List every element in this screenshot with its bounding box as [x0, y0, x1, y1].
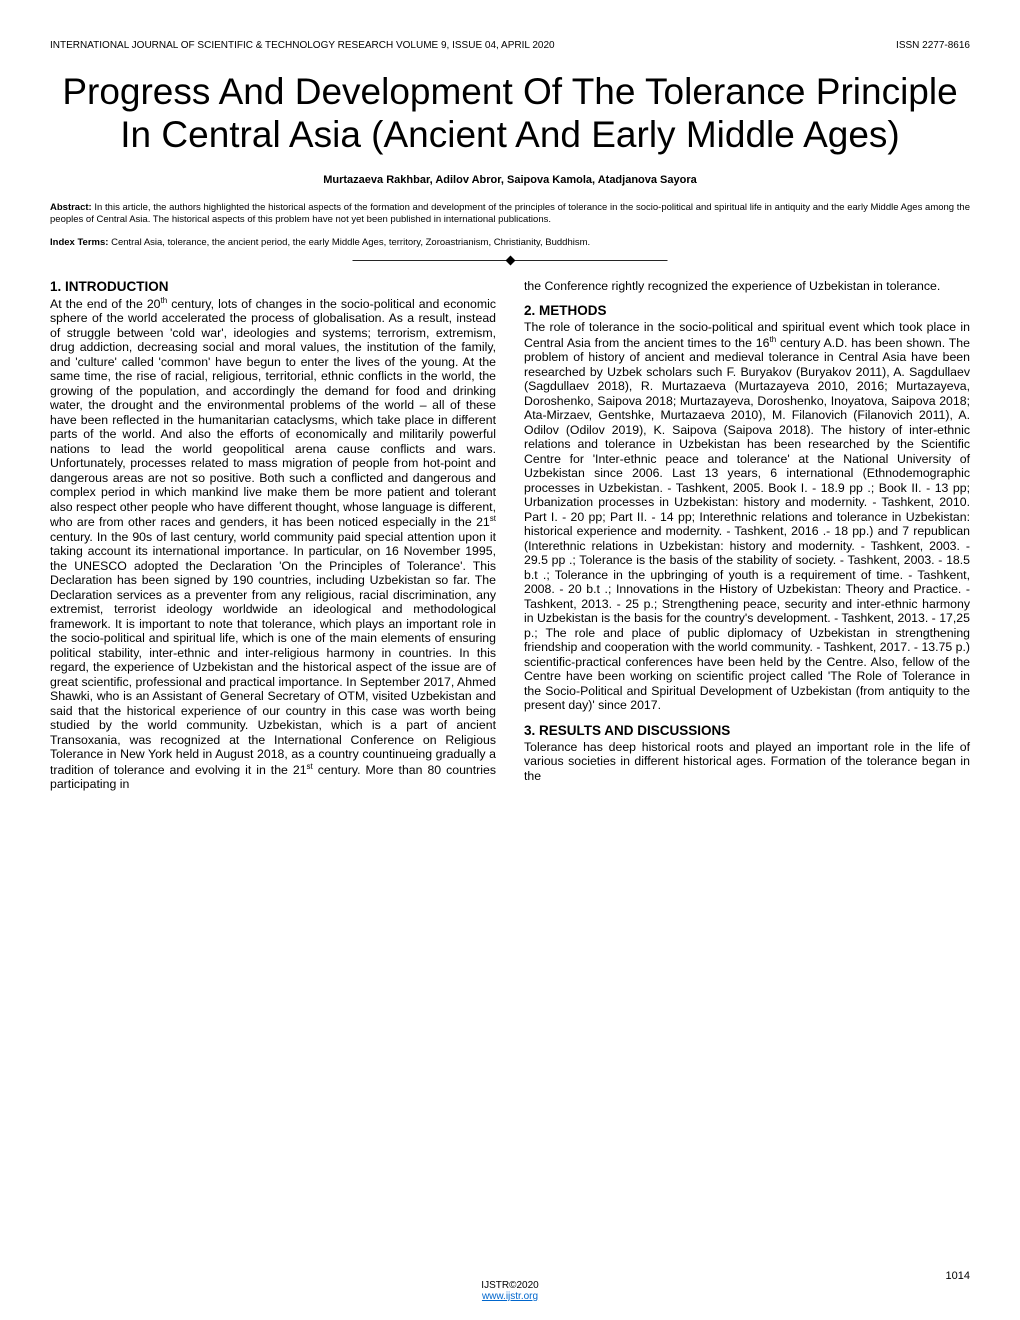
two-column-layout: 1. INTRODUCTION At the end of the 20th c…	[50, 279, 970, 792]
authors-list: Murtazaeva Rakhbar, Adilov Abror, Saipov…	[50, 174, 970, 186]
issn-info: ISSN 2277-8616	[896, 40, 970, 51]
introduction-heading: 1. INTRODUCTION	[50, 279, 496, 295]
left-column: 1. INTRODUCTION At the end of the 20th c…	[50, 279, 496, 792]
footer-link[interactable]: www.ijstr.org	[482, 1291, 538, 1302]
methods-body: The role of tolerance in the socio-polit…	[524, 320, 970, 713]
results-body: Tolerance has deep historical roots and …	[524, 740, 970, 784]
introduction-continuation: the Conference rightly recognized the ex…	[524, 279, 970, 294]
right-column: the Conference rightly recognized the ex…	[524, 279, 970, 792]
diamond-icon	[505, 255, 515, 265]
index-terms-text: Central Asia, tolerance, the ancient per…	[108, 237, 590, 248]
paper-title: Progress And Development Of The Toleranc…	[50, 71, 970, 156]
page-header: INTERNATIONAL JOURNAL OF SCIENTIFIC & TE…	[50, 40, 970, 51]
abstract-text: In this article, the authors highlighted…	[50, 202, 970, 225]
index-terms-label: Index Terms:	[50, 237, 108, 248]
index-terms-block: Index Terms: Central Asia, tolerance, th…	[50, 237, 970, 248]
introduction-body: At the end of the 20th century, lots of …	[50, 296, 496, 792]
results-heading: 3. RESULTS AND DISCUSSIONS	[524, 723, 970, 739]
methods-heading: 2. METHODS	[524, 303, 970, 319]
section-divider	[50, 252, 970, 267]
journal-info: INTERNATIONAL JOURNAL OF SCIENTIFIC & TE…	[50, 40, 555, 51]
abstract-block: Abstract: In this article, the authors h…	[50, 202, 970, 227]
copyright-text: IJSTR©2020	[50, 1280, 970, 1291]
page-footer: IJSTR©2020 www.ijstr.org	[50, 1280, 970, 1302]
abstract-label: Abstract:	[50, 202, 92, 213]
